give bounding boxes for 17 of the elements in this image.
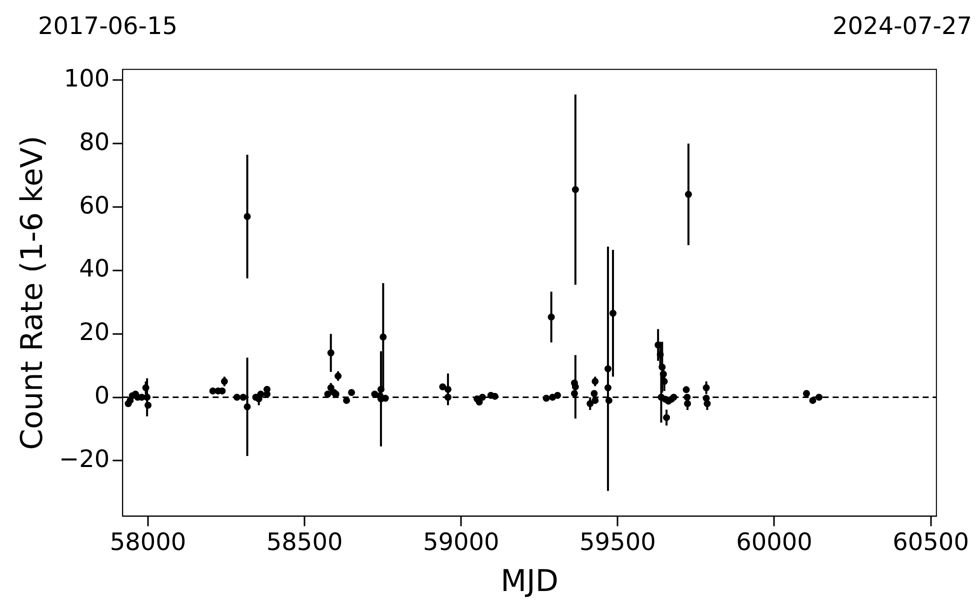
x-tick-label: 59500: [580, 528, 656, 556]
x-axis-title: MJD: [500, 564, 558, 599]
y-tick-label: 20: [79, 318, 110, 346]
x-tick-label: 59000: [422, 528, 500, 556]
y-axis-title: Count Rate (1-6 keV): [14, 136, 50, 450]
x-tick-label: 58000: [110, 528, 186, 556]
y-tick-label: 40: [79, 254, 110, 283]
x-tick-label: 58500: [266, 528, 343, 556]
y-tick-label: 0: [94, 382, 110, 410]
text: 2017-06-15: [38, 12, 178, 42]
y-tick-label: 100: [64, 64, 110, 92]
x-tick-label: 60000: [736, 528, 812, 556]
y-tick-label: 60: [79, 191, 110, 220]
y-tick-label: 80: [79, 128, 110, 156]
text: 2024-07-27: [832, 12, 972, 42]
x-tick-label: 60500: [892, 528, 969, 556]
y-tick-label: −20: [58, 444, 110, 473]
